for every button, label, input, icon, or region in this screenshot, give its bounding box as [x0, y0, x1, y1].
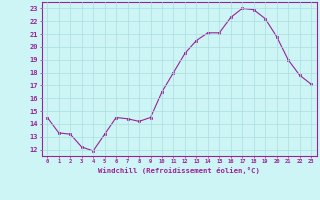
- X-axis label: Windchill (Refroidissement éolien,°C): Windchill (Refroidissement éolien,°C): [98, 167, 260, 174]
